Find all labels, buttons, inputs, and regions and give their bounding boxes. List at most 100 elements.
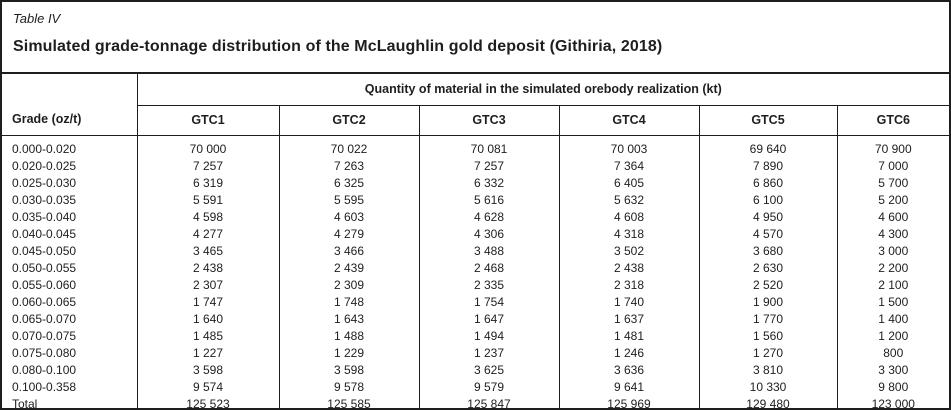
value-cell: 3 000: [836, 243, 950, 260]
value-cell: 1 900: [698, 294, 837, 311]
value-cell: 1 747: [136, 294, 279, 311]
value-cell: 2 439: [278, 260, 419, 277]
value-cell: 5 200: [836, 192, 950, 209]
table-row: 0.070-0.075 1 485 1 488 1 494 1 481 1 560 1 20…: [2, 328, 950, 345]
value-cell: 6 319: [136, 175, 279, 192]
value-cell: 70 022: [278, 135, 419, 158]
value-cell: 1 560: [698, 328, 837, 345]
table-caption-block: Table IV Simulated grade-tonnage distrib…: [2, 2, 949, 72]
column-header-gtc1: GTC1: [137, 105, 279, 136]
value-cell: 7 000: [836, 158, 950, 175]
grade-cell: Total: [12, 397, 38, 410]
value-cell: 5 616: [418, 192, 559, 209]
grade-cell: 0.065-0.070: [12, 312, 77, 326]
value-cell: 2 468: [418, 260, 559, 277]
value-cell: 2 335: [418, 277, 559, 294]
value-cell: 5 632: [558, 192, 699, 209]
value-cell: 7 263: [278, 158, 419, 175]
value-cell: 3 625: [418, 362, 559, 379]
value-cell: 125 969: [558, 396, 699, 410]
column-header-gtc6: GTC6: [836, 105, 950, 136]
value-cell: 4 600: [836, 209, 950, 226]
value-cell: 1 237: [418, 345, 559, 362]
value-cell: 1 200: [836, 328, 950, 345]
value-cell: 800: [836, 345, 950, 362]
table-row: 0.040-0.045 4 277 4 279 4 306 4 318 4 570 4 30…: [2, 226, 950, 243]
value-cell: 1 227: [136, 345, 279, 362]
value-cell: 1 748: [278, 294, 419, 311]
value-cell: 70 900: [836, 135, 950, 158]
grade-cell: 0.025-0.030: [12, 176, 77, 190]
grade-cell: 0.100-0.358: [12, 380, 77, 394]
table-row: 0.000-0.020 70 000 70 022 70 081 70 003 69 64…: [2, 135, 950, 158]
value-cell: 1 400: [836, 311, 950, 328]
value-cell: 7 257: [136, 158, 279, 175]
value-cell: 4 598: [136, 209, 279, 226]
grade-cell: 0.045-0.050: [12, 244, 77, 258]
value-cell: 6 405: [558, 175, 699, 192]
table-number-label: Table IV: [13, 11, 61, 26]
grade-cell: 0.055-0.060: [12, 278, 77, 292]
value-cell: 9 574: [136, 379, 279, 396]
value-cell: 7 364: [558, 158, 699, 175]
grade-cell: 0.060-0.065: [12, 295, 77, 309]
column-header-gtc2: GTC2: [278, 105, 419, 136]
quantity-span-header: Quantity of material in the simulated or…: [137, 73, 950, 106]
value-cell: 6 100: [698, 192, 837, 209]
value-cell: 3 465: [136, 243, 279, 260]
value-cell: 9 800: [836, 379, 950, 396]
table-row: 0.055-0.060 2 307 2 309 2 335 2 318 2 520 2 10…: [2, 277, 950, 294]
table-row: 0.060-0.065 1 747 1 748 1 754 1 740 1 900 1 50…: [2, 294, 950, 311]
value-cell: 2 630: [698, 260, 837, 277]
table-row: 0.080-0.100 3 598 3 598 3 625 3 636 3 810 3 30…: [2, 362, 950, 379]
table-title: Simulated grade-tonnage distribution of …: [13, 38, 663, 55]
span-header-row: Grade (oz/t) Quantity of material in the…: [2, 73, 950, 136]
grade-column-header: Grade (oz/t): [2, 73, 138, 136]
column-header-gtc5: GTC5: [698, 105, 837, 136]
value-cell: 10 330: [698, 379, 837, 396]
gtc-header-row: GTC1 GTC2 GTC3 GTC4 GTC5 GTC6: [2, 105, 950, 136]
value-cell: 4 608: [558, 209, 699, 226]
table-row: 0.025-0.030 6 319 6 325 6 332 6 405 6 860 5 70…: [2, 175, 950, 192]
value-cell: 1 640: [136, 311, 279, 328]
table-row: 0.050-0.055 2 438 2 439 2 468 2 438 2 630 2 20…: [2, 260, 950, 277]
grade-tonnage-table: Grade (oz/t) Quantity of material in the…: [2, 72, 950, 410]
grade-cell: 0.035-0.040: [12, 210, 77, 224]
value-cell: 3 502: [558, 243, 699, 260]
value-cell: 3 598: [136, 362, 279, 379]
value-cell: 69 640: [698, 135, 837, 158]
value-cell: 4 306: [418, 226, 559, 243]
value-cell: 3 636: [558, 362, 699, 379]
value-cell: 7 257: [418, 158, 559, 175]
grade-cell: 0.030-0.035: [12, 193, 77, 207]
value-cell: 70 081: [418, 135, 559, 158]
value-cell: 5 591: [136, 192, 279, 209]
value-cell: 1 643: [278, 311, 419, 328]
value-cell: 4 570: [698, 226, 837, 243]
table-row: 0.035-0.040 4 598 4 603 4 628 4 608 4 950 4 60…: [2, 209, 950, 226]
value-cell: 2 438: [558, 260, 699, 277]
value-cell: 70 003: [558, 135, 699, 158]
value-cell: 9 578: [278, 379, 419, 396]
value-cell: 2 200: [836, 260, 950, 277]
grade-cell: 0.020-0.025: [12, 159, 77, 173]
value-cell: 125 523: [136, 396, 279, 410]
value-cell: 3 300: [836, 362, 950, 379]
table-row: 0.075-0.080 1 227 1 229 1 237 1 246 1 270 800: [2, 345, 950, 362]
value-cell: 129 480: [698, 396, 837, 410]
value-cell: 125 847: [418, 396, 559, 410]
value-cell: 3 466: [278, 243, 419, 260]
grade-cell: 0.080-0.100: [12, 363, 77, 377]
table-row: Total 125 523 125 585 125 847 125 969 129 480…: [2, 396, 950, 410]
value-cell: 2 438: [136, 260, 279, 277]
value-cell: 1 270: [698, 345, 837, 362]
column-header-gtc3: GTC3: [418, 105, 559, 136]
value-cell: 1 647: [418, 311, 559, 328]
table-row: 0.045-0.050 3 465 3 466 3 488 3 502 3 680 3 00…: [2, 243, 950, 260]
value-cell: 2 318: [558, 277, 699, 294]
value-cell: 1 229: [278, 345, 419, 362]
value-cell: 1 488: [278, 328, 419, 345]
table-row: 0.065-0.070 1 640 1 643 1 647 1 637 1 770 1 40…: [2, 311, 950, 328]
value-cell: 9 579: [418, 379, 559, 396]
